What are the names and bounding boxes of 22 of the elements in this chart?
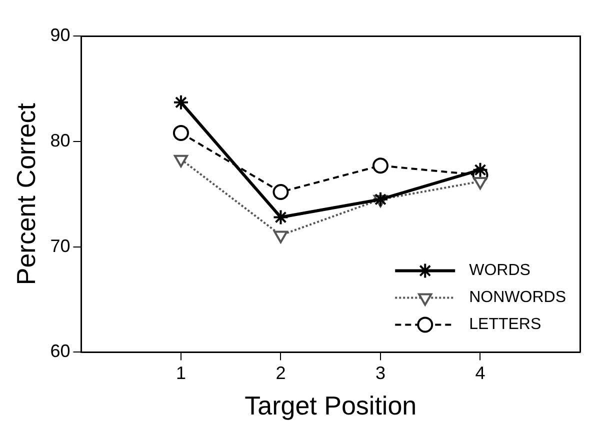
point xyxy=(172,124,189,141)
point xyxy=(372,191,388,208)
y-axis-title: Percent Correct xyxy=(10,102,41,286)
x-tick-label: 2 xyxy=(276,362,286,383)
x-axis-title: Target Position xyxy=(244,390,417,421)
legend-label: NONWORDS xyxy=(469,289,566,306)
legend-label: WORDS xyxy=(469,262,530,280)
point xyxy=(472,162,488,178)
point xyxy=(272,209,289,226)
x-tick-label: 1 xyxy=(176,362,186,383)
y-tick-label: 70 xyxy=(50,236,70,256)
point xyxy=(272,184,289,200)
y-tick-label: 80 xyxy=(50,130,70,150)
y-tick-label: 90 xyxy=(50,24,70,45)
point xyxy=(473,176,488,190)
point xyxy=(274,230,288,244)
point xyxy=(372,158,388,174)
y-tick-label: 60 xyxy=(50,341,70,362)
x-tick-label: 4 xyxy=(475,362,486,383)
legend-label: LETTERS xyxy=(469,316,542,334)
point xyxy=(172,94,189,110)
x-tick-label: 3 xyxy=(375,362,386,383)
